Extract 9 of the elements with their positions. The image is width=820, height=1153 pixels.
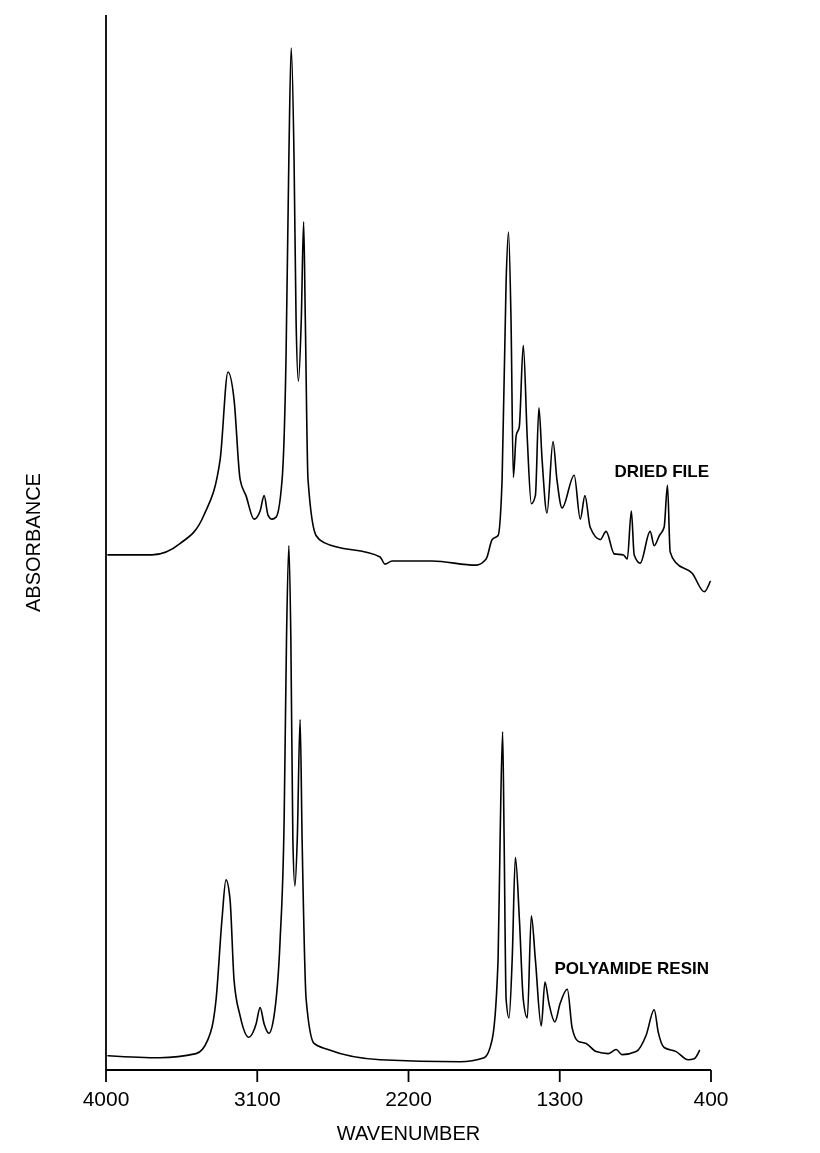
x-axis-title: WAVENUMBER (336, 1122, 481, 1144)
x-tick-label: 1300 (536, 1087, 584, 1110)
x-tick-label: 2200 (385, 1087, 432, 1110)
x-tick-label: 400 (693, 1087, 729, 1110)
series-label: POLYAMIDE RESIN (554, 959, 709, 979)
x-tick-label: 3100 (233, 1087, 281, 1110)
y-axis-title: ABSORBANCE (22, 473, 44, 612)
x-tick-label: 4000 (82, 1087, 130, 1110)
series-label: DRIED FILE (614, 462, 709, 482)
